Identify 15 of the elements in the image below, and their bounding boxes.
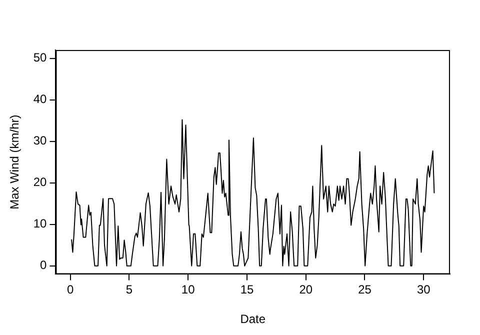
x-tick-label: 20 [299, 282, 313, 297]
x-tick-label: 15 [240, 282, 254, 297]
y-tick-label: 30 [33, 134, 48, 148]
y-axis-title: Max Wind (km/hr) [8, 114, 22, 210]
y-tick-label: 50 [33, 50, 48, 65]
x-tick-label: 0 [67, 282, 74, 297]
x-tick-label: 25 [358, 282, 372, 297]
x-axis-title: Date [240, 312, 266, 326]
y-tick-label: 10 [33, 216, 48, 231]
x-tick-label: 5 [126, 282, 133, 297]
y-tick-label: 0 [40, 258, 48, 272]
y-tick-label: 40 [33, 92, 48, 106]
y-tick-label: 20 [33, 175, 48, 190]
x-tick-label: 30 [416, 282, 431, 297]
x-tick-label: 10 [181, 282, 196, 297]
